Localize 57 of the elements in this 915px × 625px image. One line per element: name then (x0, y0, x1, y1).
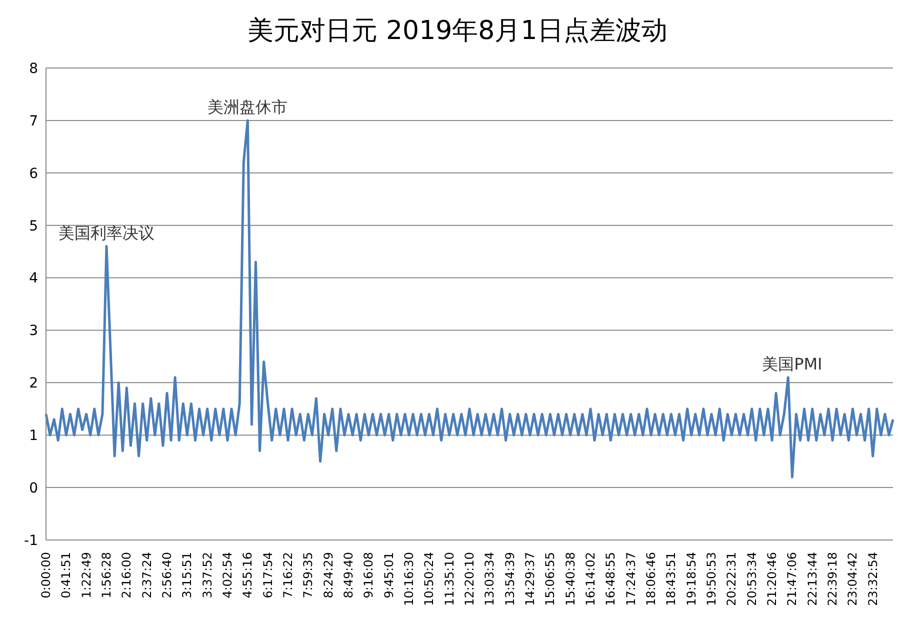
x-tick-label: 9:45:01 (382, 552, 396, 598)
x-tick-label: 8:24:29 (321, 552, 336, 598)
x-tick-label: 3:15:51 (180, 552, 194, 598)
y-tick-label: 3 (29, 323, 38, 340)
x-tick-label: 17:24:37 (624, 552, 638, 606)
x-tick-label: 0:41:51 (59, 552, 74, 598)
x-tick-label: 18:43:51 (664, 552, 678, 606)
x-tick-label: 10:16:30 (402, 552, 416, 606)
x-tick-label: 16:48:55 (604, 552, 618, 606)
x-tick-label: 2:37:24 (140, 552, 154, 598)
x-tick-label: 12:20:10 (462, 552, 476, 606)
x-tick-label: 3:37:52 (200, 552, 214, 598)
x-tick-label: 15:06:55 (543, 552, 558, 606)
x-tick-label: 19:18:54 (684, 552, 698, 606)
x-tick-label: 20:53:34 (744, 552, 759, 606)
x-tick-label: 2:16:00 (120, 552, 134, 598)
x-tick-label: 22:13:44 (805, 552, 820, 606)
x-tick-label: 23:32:54 (866, 552, 880, 606)
x-tick-label: 7:59:35 (301, 552, 316, 598)
y-tick-label: 7 (29, 113, 38, 130)
x-tick-label: 4:02:54 (220, 552, 234, 598)
x-tick-label: 15:40:38 (563, 552, 578, 606)
x-tick-label: 4:55:16 (240, 552, 255, 598)
x-tick-label: 2:56:40 (160, 552, 174, 598)
x-tick-label: 6:17:54 (260, 552, 275, 598)
x-tick-label: 11:35:10 (442, 552, 456, 606)
x-tick-label: 14:29:37 (523, 552, 537, 606)
x-tick-label: 1:56:28 (100, 552, 114, 598)
x-tick-label: 8:49:40 (342, 552, 356, 598)
x-tick-label: 19:50:53 (704, 552, 718, 606)
x-tick-label: 22:39:18 (826, 552, 840, 606)
x-tick-label: 20:22:31 (724, 552, 739, 606)
y-tick-label: -1 (24, 532, 38, 549)
y-tick-label: 2 (29, 376, 38, 392)
y-tick-label: 0 (29, 480, 38, 497)
annotation: 美国PMI (762, 354, 822, 374)
x-tick-label: 13:54:39 (502, 552, 517, 606)
x-tick-label: 21:47:06 (785, 552, 800, 606)
line-series (44, 119, 894, 478)
x-tick-label: 23:04:42 (846, 552, 860, 606)
x-tick-label: 10:50:24 (422, 552, 436, 606)
x-tick-label: 16:14:02 (584, 552, 598, 606)
y-tick-label: 1 (29, 428, 38, 444)
x-tick-label: 13:03:34 (482, 552, 497, 606)
x-tick-label: 0:00:00 (39, 552, 53, 598)
y-tick-label: 5 (29, 218, 38, 234)
y-tick-label: 6 (29, 166, 38, 182)
x-tick-label: 18:06:46 (644, 552, 658, 606)
x-tick-label: 1:22:49 (79, 552, 94, 598)
y-tick-label: 4 (29, 270, 38, 287)
annotation: 美国利率决议 (58, 223, 154, 242)
x-tick-label: 21:20:46 (765, 552, 779, 606)
x-tick-label: 9:16:08 (362, 552, 376, 598)
chart-title: 美元对日元 2019年8月1日点差波动 (246, 15, 668, 48)
x-tick-label: 7:16:22 (281, 552, 295, 598)
annotation: 美洲盘休市 (208, 97, 288, 116)
y-tick-label: 8 (29, 60, 38, 77)
